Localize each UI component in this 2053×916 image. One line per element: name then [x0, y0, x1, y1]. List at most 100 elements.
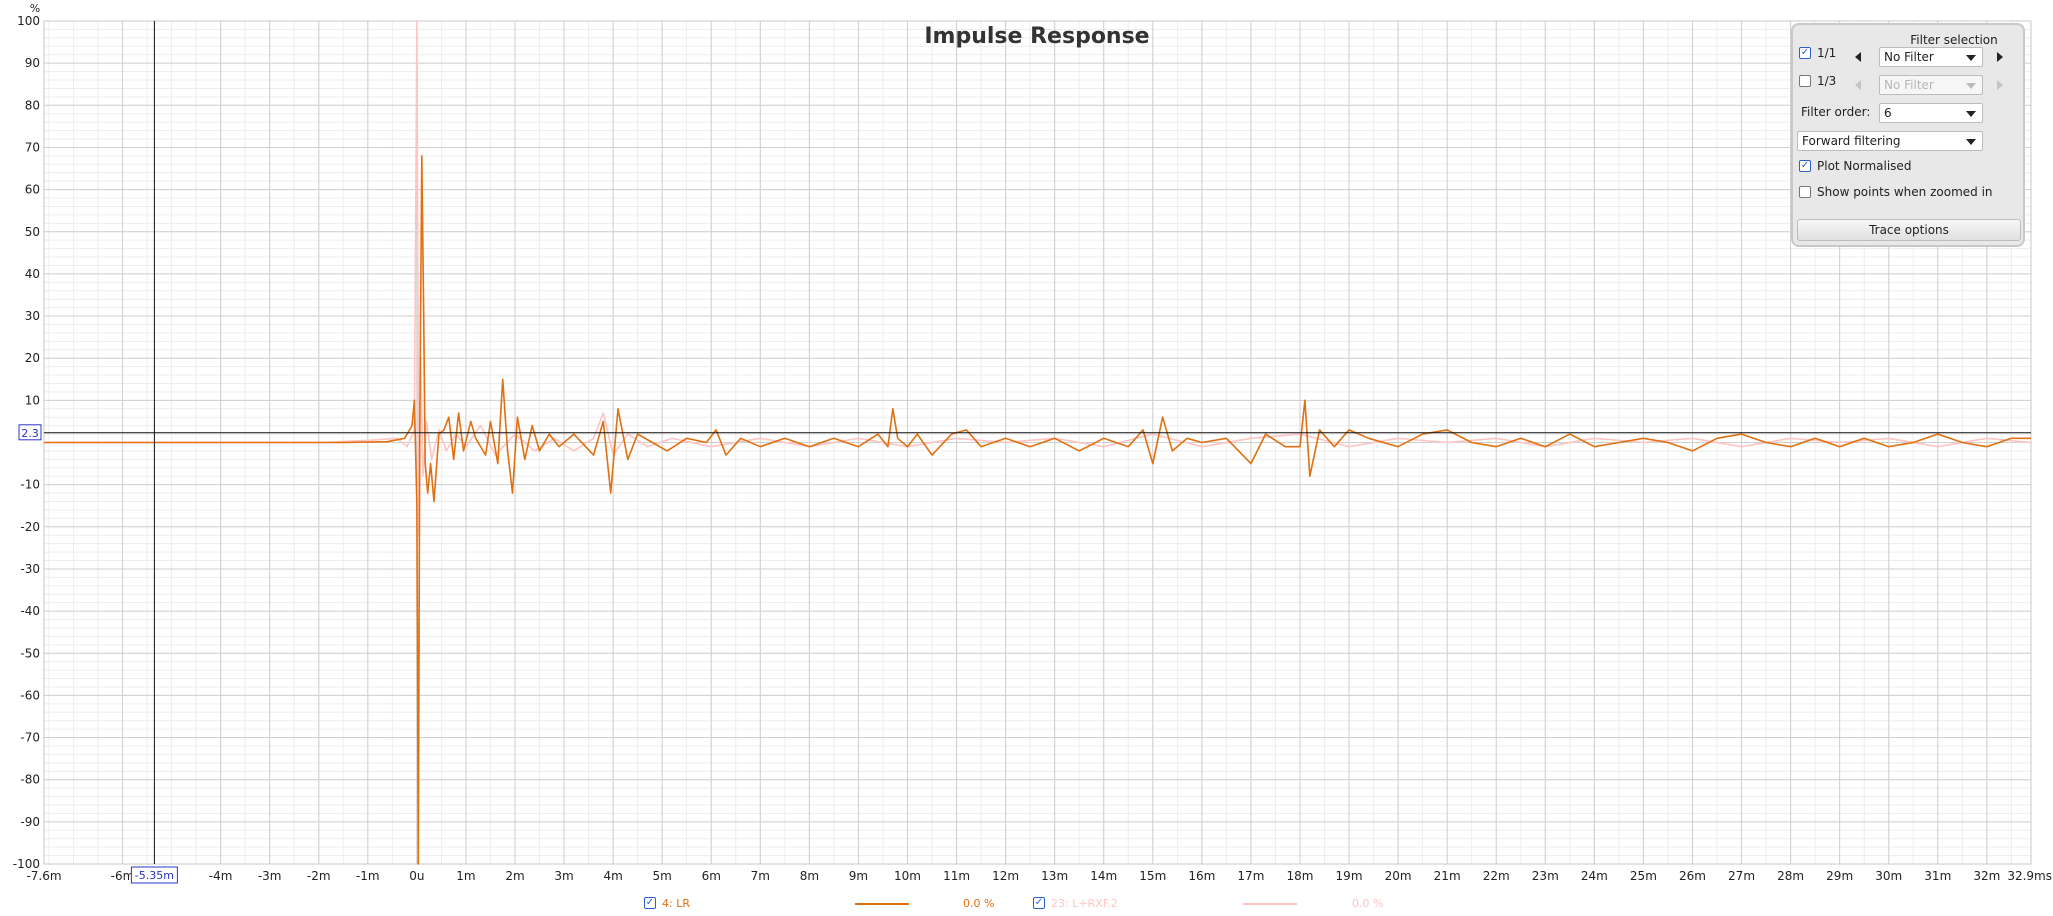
- x-tick-label: -2m: [307, 869, 331, 883]
- legend-2-value-text: 0.0 %: [1352, 896, 1384, 910]
- x-tick-label: 9m: [849, 869, 868, 883]
- legend-item-2[interactable]: ✓ 23: L+RXF.2: [1033, 896, 1118, 910]
- x-tick-label: 32.9ms: [2007, 869, 2052, 883]
- next-filter-1-icon[interactable]: [1997, 52, 2003, 62]
- x-tick-label: 5m: [653, 869, 672, 883]
- show-points-checkbox[interactable]: [1799, 186, 1811, 198]
- y-tick-label: 40: [25, 267, 40, 281]
- chevron-down-icon: [1966, 139, 1976, 145]
- x-tick-label: 2m: [505, 869, 524, 883]
- x-tick-label: 24m: [1581, 869, 1608, 883]
- x-tick-label: 26m: [1679, 869, 1706, 883]
- x-tick-label: 30m: [1875, 869, 1902, 883]
- x-tick-label: 4m: [603, 869, 622, 883]
- plot-normalised-label: Plot Normalised: [1817, 159, 1912, 173]
- x-tick-label: 11m: [943, 869, 970, 883]
- x-tick-label: 22m: [1483, 869, 1510, 883]
- legend-1-name: 4: LR: [662, 896, 690, 910]
- y-tick-label: -50: [20, 646, 40, 660]
- y-tick-label: -60: [20, 688, 40, 702]
- x-tick-label: 25m: [1630, 869, 1657, 883]
- y-axis-unit-label: %: [30, 2, 40, 15]
- filter-selection-heading: Filter selection: [1910, 33, 1998, 47]
- x-tick-label: 10m: [894, 869, 921, 883]
- x-tick-label: 20m: [1385, 869, 1412, 883]
- filtering-direction-select[interactable]: Forward filtering: [1797, 131, 1983, 151]
- y-tick-label: -30: [20, 562, 40, 576]
- impulse-response-chart[interactable]: 100 90 80 70 60 50 40 30 20 10 -10 -20 -30 -40 -50 -60 -…: [0, 0, 2053, 896]
- x-tick-label: 1m: [456, 869, 475, 883]
- octave-1-1-checkbox[interactable]: ✓: [1799, 47, 1811, 59]
- legend-1-line-swatch: [855, 903, 909, 905]
- cursor-y-readout: 2.3: [18, 424, 42, 441]
- x-tick-label: 27m: [1728, 869, 1755, 883]
- x-tick-label: 18m: [1286, 869, 1313, 883]
- y-tick-label: -100: [13, 857, 40, 871]
- x-tick-label: 21m: [1434, 869, 1461, 883]
- y-tick-label: 50: [25, 225, 40, 239]
- series-line-1: [44, 155, 2031, 865]
- plot-normalised-checkbox[interactable]: ✓: [1799, 160, 1811, 172]
- y-tick-label: -90: [20, 815, 40, 829]
- x-tick-label: 29m: [1826, 869, 1853, 883]
- y-tick-label: 10: [25, 393, 40, 407]
- chart-title: Impulse Response: [924, 24, 1149, 49]
- octave-1-3-label: 1/3: [1817, 74, 1837, 88]
- chevron-down-icon: [1966, 83, 1976, 89]
- x-tick-label: -4m: [209, 869, 233, 883]
- x-tick-label: 8m: [800, 869, 819, 883]
- show-points-row: Show points when zoomed in: [1799, 185, 1993, 199]
- y-tick-label: 80: [25, 98, 40, 112]
- filter-1-select-value: No Filter: [1884, 50, 1934, 64]
- prev-filter-2-icon[interactable]: [1855, 80, 1861, 90]
- x-tick-label: 0u: [409, 869, 424, 883]
- filter-order-value: 6: [1884, 106, 1892, 120]
- legend-item-1[interactable]: ✓ 4: LR: [644, 896, 690, 910]
- legend-1-value: 0.0 %: [963, 896, 994, 910]
- octave-1-3-row: 1/3: [1799, 74, 1836, 88]
- trace-options-button[interactable]: Trace options: [1797, 219, 2021, 241]
- x-tick-label: 32m: [1973, 869, 2000, 883]
- filter-1-select[interactable]: No Filter: [1879, 47, 1983, 67]
- x-tick-label: 6m: [702, 869, 721, 883]
- plot-normalised-row: ✓ Plot Normalised: [1799, 159, 1911, 173]
- octave-1-3-checkbox[interactable]: [1799, 75, 1811, 87]
- next-filter-2-icon[interactable]: [1997, 80, 2003, 90]
- cursor-y-value: 2.3: [21, 427, 39, 440]
- legend-2-name: 23: L+RXF.2: [1051, 896, 1118, 910]
- y-tick-label: -70: [20, 731, 40, 745]
- x-tick-label: 19m: [1336, 869, 1363, 883]
- x-tick-label: -3m: [258, 869, 282, 883]
- chevron-down-icon: [1966, 111, 1976, 117]
- y-tick-label: 100: [17, 14, 40, 28]
- y-tick-label: -40: [20, 604, 40, 618]
- y-tick-label: 90: [25, 56, 40, 70]
- y-tick-label: -80: [20, 773, 40, 787]
- y-axis-tick-labels: 100 90 80 70 60 50 40 30 20 10 -10 -20 -30 -40 -50 -60 -…: [13, 14, 40, 871]
- cursor-x-readout: -5.35m: [130, 866, 178, 884]
- x-tick-label: -7.6m: [26, 869, 61, 883]
- y-tick-label: 30: [25, 309, 40, 323]
- filter-selection-panel: Filter selection ✓ 1/1 No Filter 1/3 No …: [1791, 23, 2025, 247]
- x-axis-tick-labels: -7.6m -6m -4m -3m -2m -1m 0u 1m 2m 3m 4m 5m 6m 7m 8m 9m…: [26, 869, 2052, 883]
- x-tick-label: 13m: [1041, 869, 1068, 883]
- filter-order-select[interactable]: 6: [1879, 103, 1983, 123]
- x-tick-label: 3m: [554, 869, 573, 883]
- x-tick-label: 23m: [1532, 869, 1559, 883]
- legend-2-line-swatch: [1243, 903, 1297, 905]
- trace-legend: ✓ 4: LR 0.0 % ✓ 23: L+RXF.2 0.0 %: [0, 896, 2053, 916]
- legend-2-value: 0.0 %: [1352, 896, 1383, 910]
- filter-order-label: Filter order:: [1801, 105, 1871, 119]
- y-tick-label: 20: [25, 351, 40, 365]
- legend-2-checkbox[interactable]: ✓: [1033, 897, 1045, 909]
- show-points-label: Show points when zoomed in: [1817, 185, 1993, 199]
- prev-filter-1-icon[interactable]: [1855, 52, 1861, 62]
- y-tick-label: 70: [25, 140, 40, 154]
- filtering-direction-value: Forward filtering: [1802, 134, 1901, 148]
- x-tick-label: 16m: [1188, 869, 1215, 883]
- legend-1-checkbox[interactable]: ✓: [644, 897, 656, 909]
- filter-2-select[interactable]: No Filter: [1879, 75, 1983, 95]
- filter-2-select-value: No Filter: [1884, 78, 1934, 92]
- x-tick-label: 14m: [1090, 869, 1117, 883]
- y-tick-label: -20: [20, 520, 40, 534]
